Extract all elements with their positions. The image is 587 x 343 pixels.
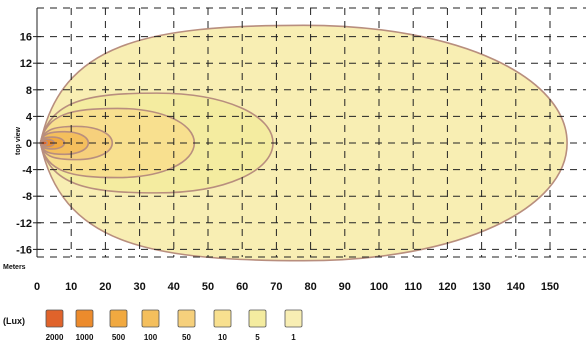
legend-swatch-500 <box>109 309 128 328</box>
legend: (Lux) 2000 1000 500 100 50 10 5 1 <box>3 309 303 342</box>
x-tick-label: 50 <box>202 281 214 293</box>
legend-swatch-100 <box>141 309 160 328</box>
legend-label-10: 10 <box>218 333 227 342</box>
grid-layer <box>37 7 586 258</box>
legend-swatch-1 <box>284 309 303 328</box>
legend-label-100: 100 <box>144 333 158 342</box>
x-tick-label: 20 <box>99 281 111 293</box>
x-tick-label: 0 <box>34 281 40 293</box>
x-tick-label: 80 <box>304 281 316 293</box>
x-tick-label: 100 <box>370 281 388 293</box>
y-tick-label: -4 <box>22 165 33 177</box>
legend-swatch-1000 <box>75 309 94 328</box>
x-tick-label: 140 <box>507 281 525 293</box>
y-tick-label: -12 <box>16 218 32 230</box>
y-tick-label: 8 <box>26 85 32 97</box>
y-tick-label: -8 <box>22 191 32 203</box>
x-axis-label: Meters <box>3 264 26 271</box>
legend-label-500: 500 <box>112 333 126 342</box>
y-tick-label: 0 <box>26 138 32 150</box>
axes-layer <box>33 8 41 257</box>
x-tick-label: 150 <box>541 281 559 293</box>
x-tick-label: 120 <box>438 281 456 293</box>
x-tick-label: 90 <box>339 281 351 293</box>
legend-label-1: 1 <box>291 333 296 342</box>
legend-swatch-2000 <box>45 309 64 328</box>
legend-label-5: 5 <box>255 333 260 342</box>
x-tick-label: 70 <box>270 281 282 293</box>
y-tick-label: 4 <box>26 111 33 123</box>
legend-swatch-50 <box>177 309 196 328</box>
legend-swatch-5 <box>248 309 267 328</box>
y-axis-label: top view <box>15 126 22 155</box>
x-tick-label: 110 <box>404 281 422 293</box>
x-tick-label: 130 <box>472 281 490 293</box>
y-tick-label: -16 <box>16 244 32 256</box>
legend-label-2000: 2000 <box>46 333 64 342</box>
legend-label-50: 50 <box>182 333 191 342</box>
legend-swatch-10 <box>213 309 232 328</box>
x-tick-label: 60 <box>236 281 248 293</box>
y-tick-label: 16 <box>20 32 32 44</box>
x-tick-label: 40 <box>168 281 180 293</box>
x-tick-label: 30 <box>133 281 145 293</box>
y-tick-label: 12 <box>20 58 32 70</box>
legend-label-1000: 1000 <box>76 333 94 342</box>
legend-unit-label: (Lux) <box>3 316 25 326</box>
x-tick-label: 10 <box>65 281 77 293</box>
